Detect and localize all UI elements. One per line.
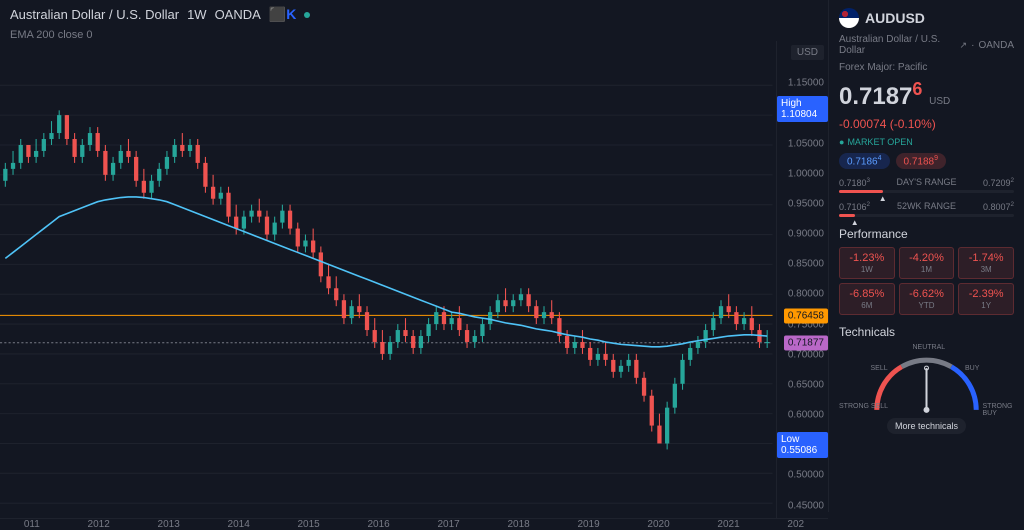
performance-title: Performance [839, 227, 1014, 241]
bid-pill[interactable]: 0.71864 [839, 153, 890, 169]
perf-cell[interactable]: -6.62%YTD [899, 283, 955, 315]
external-link-icon[interactable]: ↗ [960, 40, 968, 51]
perf-cell[interactable]: -2.39%1Y [958, 283, 1014, 315]
day-range: 0.71803 DAY'S RANGE 0.72092 ▲ [839, 177, 1014, 193]
perf-cell[interactable]: -1.74%3M [958, 247, 1014, 279]
technicals-gauge: More technicals STRONG SELLSELLNEUTRALBU… [839, 345, 1014, 425]
sidebar: AUDUSD Australian Dollar / U.S. Dollar ↗… [828, 0, 1024, 512]
wk52-range: 0.71062 52WK RANGE 0.80072 ▲ [839, 201, 1014, 217]
tv-logo-icon: ⬛K [269, 6, 297, 23]
x-axis: 0112012201320142015201620172018201920202… [0, 518, 828, 530]
flag-icon [839, 8, 859, 28]
last-price: 0.71876 USD [839, 79, 1014, 111]
chart-body[interactable]: USD 0.450000.500000.550000.600000.650000… [0, 41, 828, 518]
symbol-category: Forex Major: Pacific [839, 62, 1014, 73]
y-axis: USD 0.450000.500000.550000.600000.650000… [776, 41, 828, 518]
chart-title: Australian Dollar / U.S. Dollar [10, 7, 179, 22]
perf-cell[interactable]: -1.23%1W [839, 247, 895, 279]
more-technicals-button[interactable]: More technicals [887, 418, 966, 434]
performance-grid: -1.23%1W-4.20%1M-1.74%3M -6.85%6M-6.62%YT… [839, 247, 1014, 315]
chart-area: Australian Dollar / U.S. Dollar 1W OANDA… [0, 0, 828, 512]
technicals-title: Technicals [839, 325, 1014, 339]
provider: OANDA [215, 7, 261, 22]
price-change: -0.00074 (-0.10%) [839, 117, 1014, 131]
symbol-header: AUDUSD [839, 8, 1014, 28]
symbol-code[interactable]: AUDUSD [865, 10, 925, 26]
perf-cell[interactable]: -4.20%1M [899, 247, 955, 279]
chart-header: Australian Dollar / U.S. Dollar 1W OANDA… [0, 0, 828, 29]
currency-selector[interactable]: USD [791, 45, 824, 60]
perf-cell[interactable]: -6.85%6M [839, 283, 895, 315]
ema-indicator-label[interactable]: EMA 200 close 0 [0, 29, 828, 41]
market-status: MARKET OPEN [839, 137, 1014, 147]
symbol-full-name: Australian Dollar / U.S. Dollar ↗ · OAND… [839, 34, 1014, 56]
timeframe[interactable]: 1W [187, 7, 207, 22]
bid-ask: 0.71864 0.71889 [839, 153, 1014, 169]
status-dot-icon [304, 12, 310, 18]
ask-pill[interactable]: 0.71889 [896, 153, 947, 169]
price-chart[interactable] [0, 41, 828, 518]
